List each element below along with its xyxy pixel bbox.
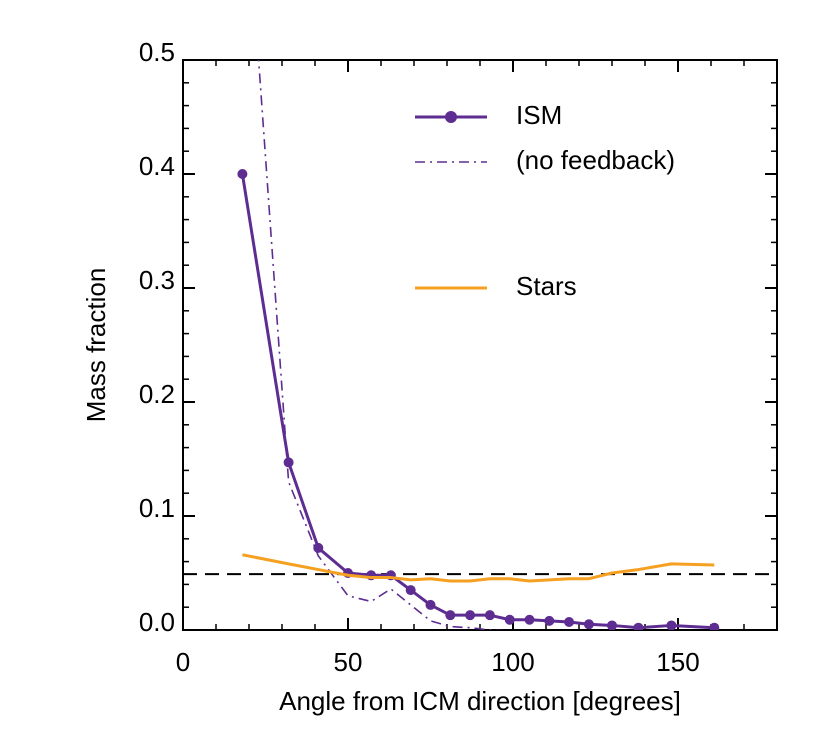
- plot-frame: [182, 59, 778, 631]
- data-point: [283, 457, 294, 468]
- y-tick-label: 0.5: [139, 37, 175, 67]
- y-tick-label: 0.4: [139, 151, 175, 181]
- y-tick-label: 0.1: [139, 493, 175, 523]
- x-tick-label: 150: [656, 647, 699, 677]
- data-point: [425, 599, 436, 610]
- data-point: [484, 610, 495, 621]
- legend-label: Stars: [516, 271, 577, 301]
- data-point: [465, 610, 476, 621]
- data-point: [504, 614, 515, 625]
- data-point: [607, 620, 617, 630]
- x-tick-label: 0: [176, 647, 190, 677]
- data-point: [544, 615, 555, 626]
- legend-label: (no feedback): [516, 145, 675, 175]
- series-line: [257, 60, 504, 630]
- data-point: [709, 622, 720, 630]
- x-axis-label: Angle from ICM direction [degrees]: [279, 686, 681, 716]
- legend-marker: [445, 111, 457, 123]
- x-tick-label: 50: [334, 647, 363, 677]
- data-point: [313, 542, 324, 553]
- data-point: [564, 617, 575, 628]
- legend-label: ISM: [516, 100, 562, 130]
- data-point: [524, 614, 535, 625]
- data-point: [405, 585, 416, 596]
- data-point: [583, 619, 594, 630]
- series-line: [242, 553, 715, 583]
- data-point: [237, 169, 248, 179]
- y-tick-label: 0.0: [139, 607, 175, 637]
- data-point: [633, 622, 644, 630]
- x-tick-label: 100: [491, 647, 534, 677]
- plot-area: [183, 60, 777, 630]
- y-axis-label: Mass fraction: [81, 268, 111, 423]
- y-tick-label: 0.3: [139, 265, 175, 295]
- series-line: [240, 173, 715, 630]
- data-point: [445, 610, 456, 621]
- y-tick-label: 0.2: [139, 379, 175, 409]
- data-point: [666, 620, 677, 630]
